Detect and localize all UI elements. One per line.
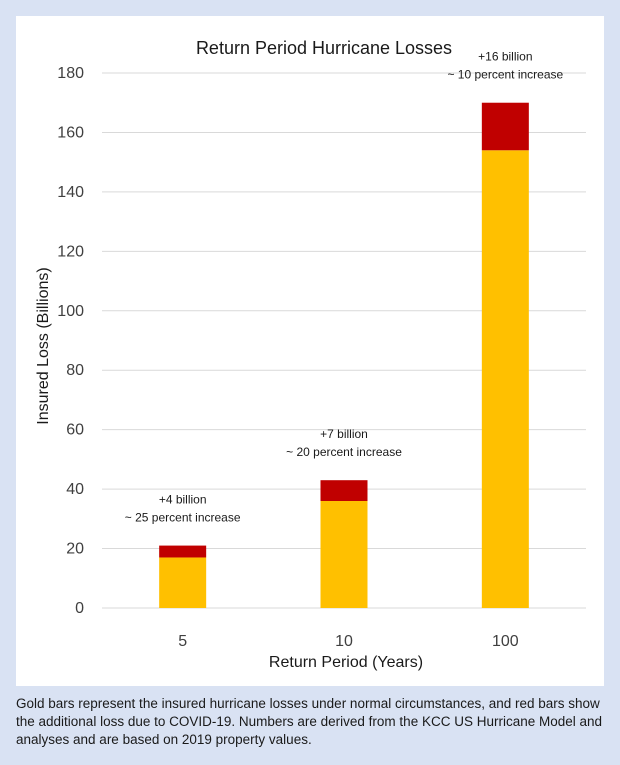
bar-base (320, 501, 368, 608)
bar-increase (481, 102, 529, 151)
y-tick-label: 180 (57, 65, 84, 82)
x-axis-label: Return Period (Years) (269, 654, 423, 671)
chart-title: Return Period Hurricane Losses (196, 38, 452, 58)
annotation-amount: +16 billion (478, 50, 532, 64)
y-tick-label: 40 (66, 481, 84, 498)
annotation-percent: ~ 20 percent increase (286, 445, 402, 459)
x-tick-label: 5 (178, 633, 187, 650)
bars (159, 102, 529, 608)
bar-base (481, 150, 529, 608)
y-axis-ticks: 0 20 40 60 80 100 120 140 160 180 (57, 65, 84, 617)
annotation-amount: +4 billion (159, 493, 207, 507)
y-tick-label: 0 (75, 600, 84, 617)
y-tick-label: 140 (57, 184, 84, 201)
annotation-percent: ~ 10 percent increase (447, 68, 563, 82)
y-axis-label: Insured Loss (Billions) (35, 267, 52, 424)
chart: Return Period Hurricane Losses 0 20 40 60 80… (35, 38, 586, 671)
annotation-percent: ~ 25 percent increase (125, 511, 241, 525)
bar-increase (320, 480, 368, 501)
annotation-amount: +7 billion (320, 427, 368, 441)
y-tick-label: 60 (66, 422, 84, 439)
y-tick-label: 20 (66, 541, 84, 558)
y-tick-label: 100 (57, 303, 84, 320)
caption: Gold bars represent the insured hurrican… (16, 696, 603, 747)
y-tick-label: 80 (66, 362, 84, 379)
y-tick-label: 160 (57, 124, 84, 141)
y-tick-label: 120 (57, 243, 84, 260)
bar-annotations: +4 billion ~ 25 percent increase +7 billio… (125, 50, 564, 525)
x-tick-label: 100 (492, 633, 519, 650)
x-tick-label: 10 (335, 633, 353, 650)
bar-increase (159, 545, 207, 558)
bar-base (159, 557, 207, 608)
x-axis-ticks: 5 10 100 (178, 633, 519, 650)
chart-panel: Return Period Hurricane Losses 0 20 40 60 80… (16, 16, 604, 686)
